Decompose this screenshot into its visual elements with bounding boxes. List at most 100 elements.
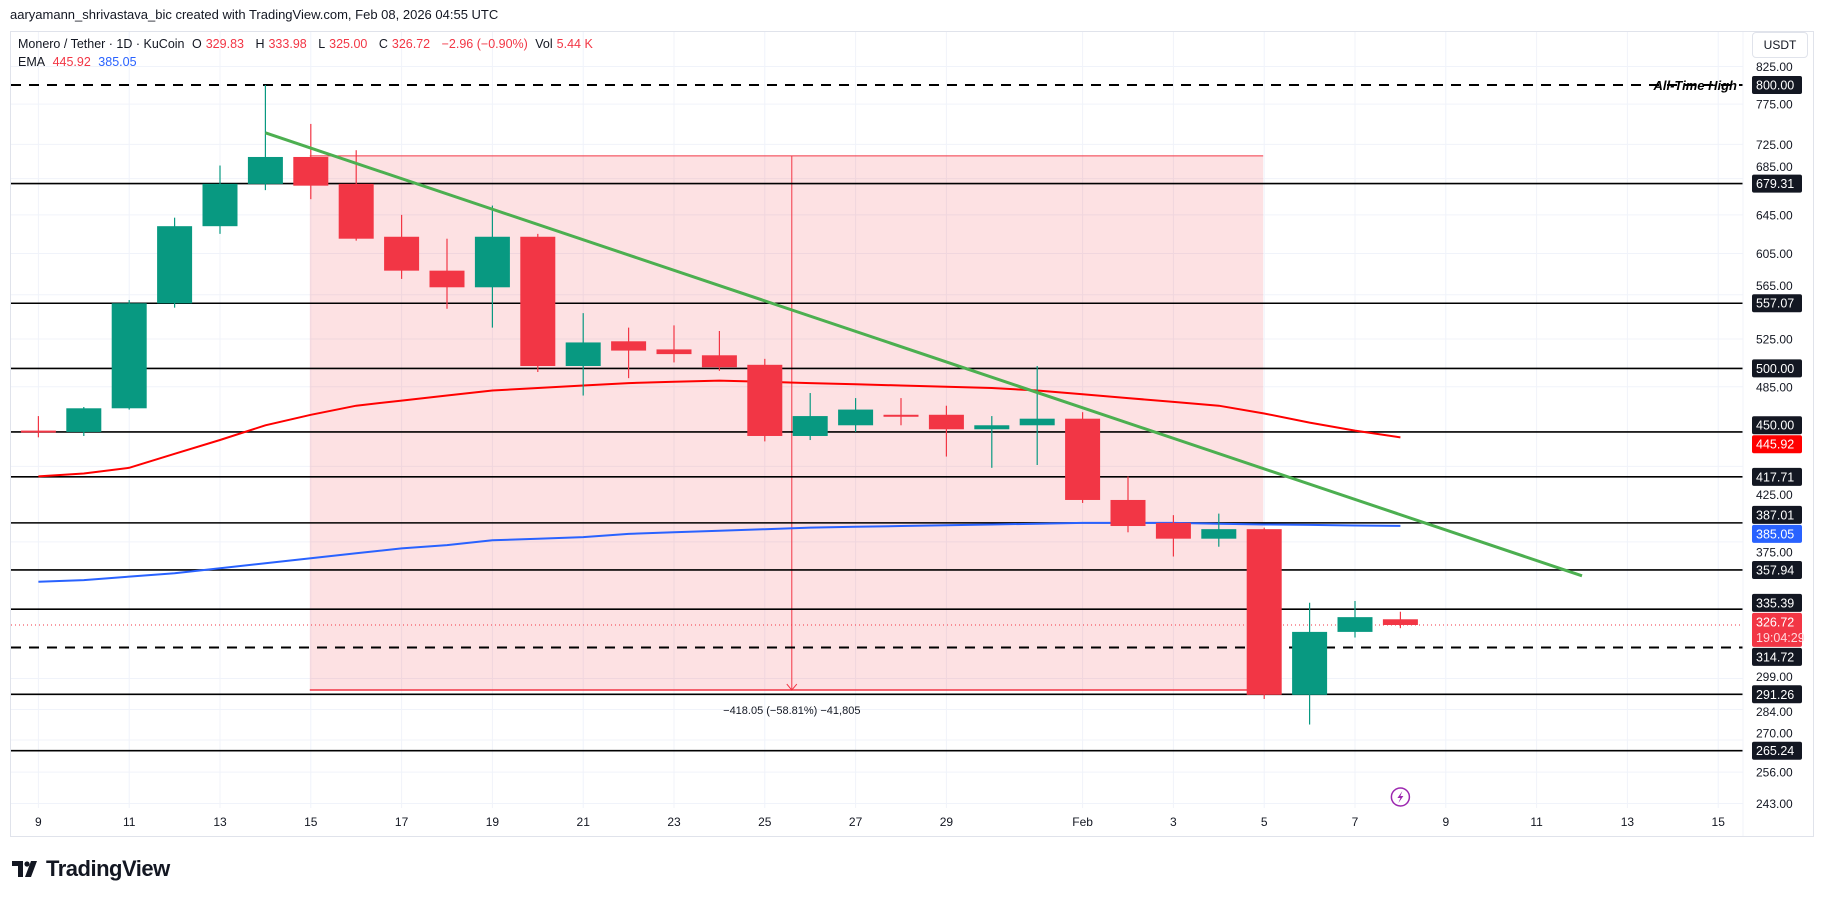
candle[interactable] [157, 217, 193, 308]
level-price-badge: 417.71 [1752, 467, 1802, 486]
measure-box[interactable] [309, 155, 1264, 691]
ema1-line[interactable] [38, 379, 1401, 478]
price-axis-tick: 685.00 [1756, 160, 1793, 174]
candle[interactable] [20, 416, 56, 438]
price-axis-tick: 256.00 [1756, 766, 1793, 780]
price-axis-tick: 375.00 [1756, 545, 1793, 559]
candle[interactable] [747, 358, 783, 442]
level-price-badge-text: 387.01 [1756, 508, 1794, 522]
candle-body [974, 425, 1010, 430]
time-axis-tick: 11 [123, 815, 136, 829]
trendline[interactable] [264, 131, 1583, 578]
candle[interactable] [1337, 600, 1373, 638]
level-price-badge: 387.01 [1752, 505, 1802, 524]
candle[interactable] [111, 300, 147, 410]
countdown-text: 19:04:29 [1756, 631, 1805, 645]
price-axis-tick: 243.00 [1756, 797, 1793, 811]
ema2-price-badge-text: 385.05 [1756, 527, 1794, 541]
candle[interactable] [974, 416, 1010, 468]
candle[interactable] [1382, 611, 1418, 629]
time-axis-tick: 15 [304, 815, 318, 829]
candle[interactable] [1065, 412, 1101, 503]
candle[interactable] [1155, 515, 1191, 557]
level-price-badge-bg [1752, 467, 1802, 486]
time-axis-tick: Feb [1072, 815, 1093, 829]
candle[interactable] [429, 238, 465, 309]
ema-row[interactable]: EMA 445.92 385.05 [18, 53, 601, 71]
candle[interactable] [656, 325, 692, 363]
candle[interactable] [1246, 527, 1282, 699]
candle-body [1155, 522, 1191, 539]
time-axis-tick: 13 [1621, 815, 1635, 829]
candle[interactable] [928, 405, 964, 457]
candle[interactable] [1110, 476, 1146, 533]
candle-body [1201, 529, 1237, 539]
level-price-badge-text: 557.07 [1756, 297, 1794, 311]
price-axis-tick: 565.00 [1756, 279, 1793, 293]
level-price-badge-text: 417.71 [1756, 470, 1794, 484]
last-price-badge-text: 326.72 [1756, 615, 1794, 629]
candle[interactable] [293, 123, 329, 200]
candle[interactable] [838, 398, 874, 432]
candle[interactable] [338, 150, 374, 241]
candle[interactable] [66, 407, 102, 436]
time-axis-tick: 25 [758, 815, 772, 829]
candle-body [928, 414, 964, 430]
level-price-badge-text: 500.00 [1756, 362, 1794, 376]
lightning-icon[interactable] [1390, 787, 1411, 807]
candle[interactable] [384, 214, 420, 279]
candle[interactable] [1201, 513, 1237, 547]
level-price-badge-text: 679.31 [1756, 177, 1794, 191]
candle[interactable] [565, 313, 601, 396]
ema2-value: 385.05 [98, 55, 137, 69]
candle[interactable] [1292, 602, 1328, 725]
candle-body [838, 409, 874, 426]
candle-body [1382, 619, 1418, 625]
symbol-title[interactable]: Monero / Tether · 1D · KuCoin [18, 37, 185, 51]
candle[interactable] [247, 85, 283, 191]
price-axis-tick: 425.00 [1756, 488, 1793, 502]
time-axis-tick: 5 [1261, 815, 1268, 829]
currency-unit-button[interactable]: USDT [1752, 32, 1808, 58]
open-value: O 329.83 [192, 37, 244, 51]
chart-credit: aaryamann_shrivastava_bic created with T… [10, 7, 499, 22]
lightning-icon-bolt [1397, 791, 1404, 803]
price-axis-tick: 284.00 [1756, 705, 1793, 719]
level-price-badge: 314.72 [1752, 647, 1802, 666]
candle-body [293, 156, 329, 186]
chart-frame [10, 31, 1814, 837]
price-axis-tick: 485.00 [1756, 380, 1793, 394]
all-time-high-label: All-Time High [1652, 78, 1737, 93]
level-price-badge: 450.00 [1752, 416, 1802, 435]
level-price-badge-bg [1752, 294, 1802, 313]
time-axis-tick: 19 [486, 815, 500, 829]
level-price-badge-bg [1752, 741, 1802, 760]
candle[interactable] [883, 398, 919, 426]
candle[interactable] [520, 233, 556, 373]
time-axis-tick: 15 [1712, 815, 1726, 829]
close-value: C 326.72 [378, 37, 431, 51]
time-axis-tick: 29 [940, 815, 954, 829]
level-price-badge-text: 357.94 [1756, 563, 1794, 577]
level-price-badge-text: 314.72 [1756, 650, 1794, 664]
candle-body [701, 355, 737, 368]
level-price-badge-text: 800.00 [1756, 79, 1794, 93]
level-price-badge: 679.31 [1752, 174, 1802, 193]
candle[interactable] [792, 393, 828, 441]
candle-body [656, 349, 692, 355]
candle[interactable] [202, 165, 238, 234]
candle[interactable] [611, 327, 647, 379]
time-axis-tick: 17 [395, 815, 409, 829]
level-price-badge-bg [1752, 593, 1802, 612]
ema-label: EMA [18, 55, 46, 69]
price-axis-tick: 825.00 [1756, 60, 1793, 74]
low-value: L 325.00 [318, 37, 368, 51]
candle[interactable] [474, 205, 510, 328]
candle[interactable] [701, 331, 737, 371]
candle-body [883, 414, 919, 417]
candle-body [20, 430, 56, 433]
candle[interactable] [1019, 366, 1055, 465]
last-price-badge: 326.72 19:04:29 [1752, 612, 1805, 647]
level-price-badge: 357.94 [1752, 560, 1802, 579]
